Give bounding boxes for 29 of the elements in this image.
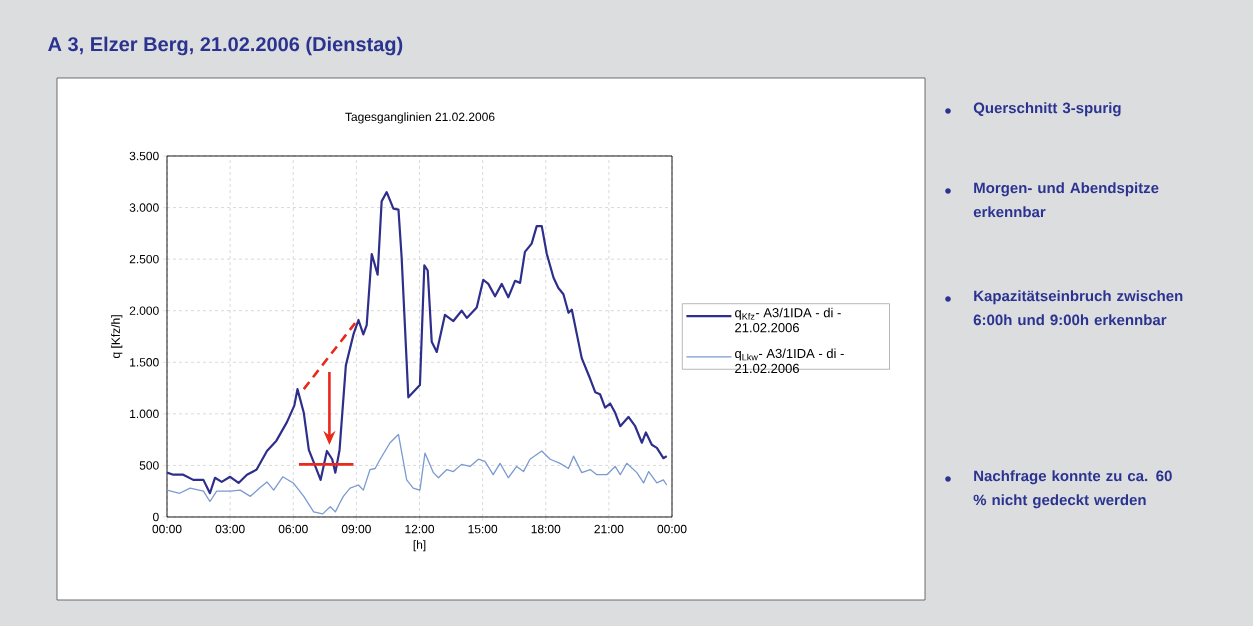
legend-label: q$_{Kfz}$- A3/1IDA - di - 21.02.2006 (735, 307, 841, 333)
chart-subtitle: Tagesganglinien 21.02.2006 (345, 112, 495, 124)
x-tick-label: 09:00 (341, 524, 371, 534)
x-tick-label: 00:00 (657, 524, 687, 534)
x-tick-label: 12:00 (405, 524, 435, 534)
legend-label: q$_{Lkw}$- A3/1IDA - di - 21.02.2006 (735, 348, 844, 374)
x-tick-label: 06:00 (278, 524, 308, 534)
x-axis-title: [h] (413, 540, 426, 552)
text: Nachfrage konnte zu ca. 60 % nicht gedeckt werden (973, 470, 1172, 509)
x-tick-label: 00:00 (152, 524, 182, 534)
line-series (167, 433, 668, 515)
y-tick-label: 3.500 (129, 151, 159, 161)
y-tick-label: 500 (139, 461, 159, 470)
y-tick-label: 0 (153, 512, 159, 522)
y-tick-label: 1.000 (130, 409, 159, 419)
text: Morgen- und Abendspitze erkennbar (973, 182, 1159, 218)
y-axis-title: q [Kfz/h] (111, 315, 123, 358)
y-tick-label: 2.000 (129, 306, 159, 315)
chart-title: A 3, Elzer Berg, 21.02.2006 (Dienstag) (48, 36, 403, 56)
y-tick-label: 2.500 (129, 254, 159, 264)
x-tick-label: 15:00 (468, 524, 498, 534)
x-tick-label: 03:00 (215, 524, 245, 534)
text: Kapazitätseinbruch zwischen 6:00h und 9:00h erkennbar (973, 290, 1183, 326)
text: Querschnitt 3-spurig (973, 102, 1121, 117)
x-tick-label: 18:00 (531, 524, 561, 534)
y-tick-label: 1.500 (130, 358, 159, 367)
line-series (167, 190, 668, 495)
y-tick-label: 3.000 (129, 203, 159, 212)
x-tick-label: 21:00 (594, 524, 624, 534)
